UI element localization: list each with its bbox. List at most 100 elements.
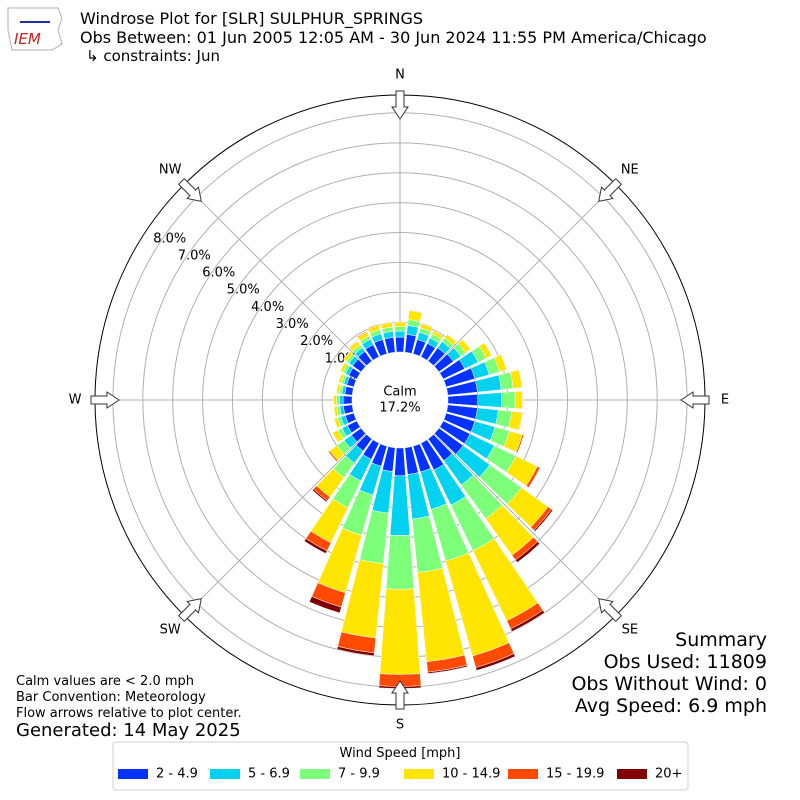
bar-segment — [427, 664, 468, 674]
bar-segment — [408, 309, 423, 314]
bar-segment — [336, 646, 375, 657]
compass-label: NW — [159, 163, 182, 178]
compass-label: E — [721, 393, 729, 408]
bar-segment — [515, 541, 541, 563]
radial-grid-line — [433, 183, 617, 367]
bar-segment — [331, 432, 339, 443]
bar-segment — [394, 326, 406, 332]
bar-segment — [312, 488, 328, 503]
bar-segment — [447, 394, 479, 406]
bar-segment — [336, 395, 340, 405]
constraints: ↳ constraints: Jun — [86, 47, 220, 65]
bar-segment — [500, 354, 508, 371]
chart-subtitle: Obs Between: 01 Jun 2005 12:05 AM - 30 J… — [80, 28, 707, 47]
calm-value: 17.2% — [379, 401, 420, 416]
bar-segment — [522, 390, 524, 410]
bar-segment — [367, 323, 380, 330]
bar-segment — [394, 330, 406, 338]
r-tick-label: 2.0% — [300, 334, 333, 349]
r-tick-label: 6.0% — [202, 266, 235, 281]
summary-title: Summary — [675, 629, 767, 651]
bar-segment — [339, 362, 346, 372]
compass-label: SW — [160, 622, 181, 637]
legend-swatch — [300, 769, 330, 779]
flow-arrow — [598, 177, 623, 202]
r-tick-label: 3.0% — [276, 317, 309, 332]
bar-segment — [421, 322, 434, 328]
legend-label: 2 - 4.9 — [156, 767, 198, 782]
bar-segment — [327, 450, 339, 462]
flow-arrow — [391, 680, 409, 710]
logo: IEM — [7, 7, 63, 51]
bar-segment — [444, 334, 457, 346]
legend-label: 15 - 19.9 — [546, 767, 604, 782]
flow-arrow — [680, 391, 710, 409]
compass-label: N — [395, 68, 405, 83]
note: Flow arrows relative to plot center. — [16, 706, 242, 721]
flow-arrow — [598, 598, 623, 623]
bar-segment — [483, 342, 493, 357]
bar-segment — [356, 330, 368, 338]
bar-segment — [515, 434, 525, 454]
legend-swatch — [118, 769, 148, 779]
bar-segment — [380, 321, 393, 325]
bar-segment — [303, 538, 328, 554]
flow-arrow — [90, 391, 120, 409]
note: Calm values are < 2.0 mph — [16, 674, 194, 689]
bar-segment — [333, 406, 339, 417]
summary-line: Avg Speed: 6.9 mph — [575, 695, 767, 717]
legend-title: Wind Speed [mph] — [340, 746, 461, 761]
legend: 2 - 4.9 5 - 6.9 7 - 9.9 10 - 14.9 15 - 19.9 2… — [118, 767, 682, 782]
bar-segment — [477, 392, 503, 408]
bar-segment — [394, 321, 406, 328]
bar-segment — [533, 509, 554, 532]
bar-segment — [385, 534, 415, 590]
legend-label: 10 - 14.9 — [442, 767, 500, 782]
r-tick-label: 5.0% — [227, 283, 260, 298]
bar-segment — [308, 596, 342, 614]
bar-segment — [339, 395, 344, 405]
bar-segment — [510, 609, 545, 632]
bar-segment — [379, 588, 421, 675]
bar-segment — [342, 395, 353, 405]
r-tick-label: 7.0% — [178, 248, 211, 263]
flow-arrow — [391, 90, 409, 120]
legend-label: 20+ — [655, 767, 682, 782]
flow-arrow — [177, 177, 202, 202]
bar-segment — [394, 447, 406, 477]
bar-segment — [393, 321, 407, 323]
bar-segment — [336, 384, 342, 395]
chart-title: Windrose Plot for [SLR] SULPHUR_SPRINGS — [80, 9, 423, 29]
bar-segment — [333, 394, 337, 406]
bar-segment — [457, 339, 471, 354]
legend-box — [112, 741, 689, 791]
bar-segment — [518, 412, 523, 431]
summary-line: Obs Used: 11809 — [604, 651, 767, 673]
bar-segment — [343, 350, 351, 360]
bar-segment — [475, 653, 516, 671]
legend-swatch — [617, 769, 647, 779]
legend-label: 7 - 9.9 — [338, 767, 380, 782]
bar-segment — [338, 373, 345, 384]
legend-swatch — [404, 769, 434, 779]
compass-label: NE — [621, 163, 639, 178]
calm-label: Calm — [383, 385, 416, 400]
legend-swatch — [508, 769, 538, 779]
r-tick-label: 4.0% — [251, 300, 284, 315]
radial-grid-line — [433, 433, 617, 617]
generated: Generated: 14 May 2025 — [16, 720, 241, 741]
bar-segment — [333, 417, 342, 429]
compass-label: W — [69, 393, 82, 408]
bar-segment — [514, 390, 523, 410]
bar-segment — [518, 369, 523, 388]
legend-swatch — [210, 769, 240, 779]
bar-segment — [348, 340, 358, 349]
bar-segment — [528, 467, 541, 488]
compass-label: SE — [622, 622, 638, 637]
logo-text: IEM — [14, 30, 41, 48]
bar-segment — [395, 336, 405, 353]
summary-line: Obs Without Wind: 0 — [571, 673, 767, 695]
radial-grid-line — [183, 183, 367, 367]
logo-outline — [7, 7, 63, 51]
